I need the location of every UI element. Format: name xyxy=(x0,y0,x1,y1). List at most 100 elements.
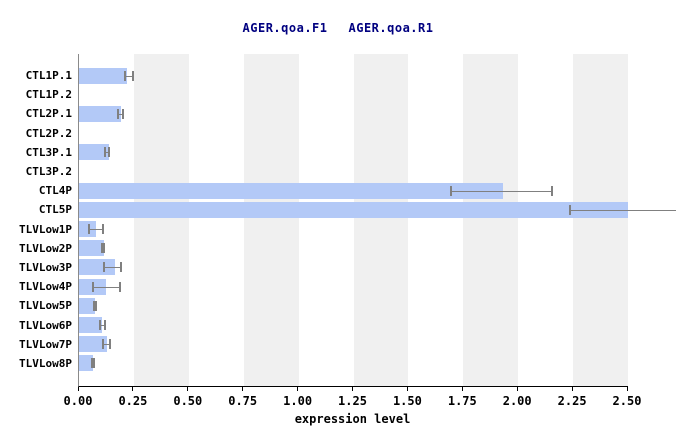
category-label-TLVLow5P: TLVLow5P xyxy=(19,299,72,313)
bar-rows xyxy=(79,54,676,386)
bar-row-CTL2P.2 xyxy=(79,124,628,143)
error-bar-CTL5P xyxy=(568,204,676,215)
error-bar-cap-low xyxy=(103,262,106,273)
category-label-CTL2P.2: CTL2P.2 xyxy=(25,126,72,140)
error-bar-line xyxy=(124,75,134,77)
bar-TLVLow1P xyxy=(79,221,96,238)
category-label-CTL4P: CTL4P xyxy=(38,184,72,198)
error-bar-line xyxy=(102,344,112,346)
bar-row-CTL5P xyxy=(79,200,676,219)
error-bar-cap-high xyxy=(109,339,112,350)
bar-CTL4P xyxy=(79,182,503,199)
bar-row-TLVLow3P xyxy=(79,258,628,277)
error-bar-cap-high xyxy=(102,224,105,235)
x-tick-1.50 xyxy=(406,387,408,391)
error-bar-line xyxy=(87,229,105,231)
error-bar-cap-high xyxy=(118,281,121,292)
bar-row-TLVLow8P xyxy=(79,354,628,373)
error-bar-cap-high xyxy=(94,300,97,311)
error-bar-line xyxy=(99,325,106,327)
bar-row-CTL1P.1 xyxy=(79,66,628,85)
bar-row-CTL1P.2 xyxy=(79,85,628,104)
x-axis: 0.00 0.25 0.50 0.75 1.00 1.25 1.50 1.75 2.00 2.25… xyxy=(64,386,641,426)
error-bar-TLVLow3P xyxy=(103,262,123,273)
background-stripe xyxy=(353,54,409,386)
background-stripe xyxy=(573,54,628,386)
category-label-TLVLow3P: TLVLow3P xyxy=(19,260,72,274)
x-tick-2.25 xyxy=(571,387,573,391)
bar-row-TLVLow6P xyxy=(79,315,628,334)
category-label-TLVLow6P: TLVLow6P xyxy=(19,318,72,332)
x-tick-label-0.00: 0.00 xyxy=(63,394,93,408)
x-tick-label-0.50: 0.50 xyxy=(173,394,203,408)
x-tick-0.75 xyxy=(242,387,244,391)
bar-row-CTL3P.2 xyxy=(79,162,628,181)
error-bar-TLVLow8P xyxy=(91,358,96,369)
error-bar-cap-high xyxy=(120,262,123,273)
error-bar-cap-low xyxy=(450,185,453,196)
x-tick-label-0.75: 0.75 xyxy=(228,394,258,408)
bar-row-CTL3P.1 xyxy=(79,143,628,162)
background-stripe xyxy=(463,54,519,386)
bar-CTL1P.1 xyxy=(79,67,128,84)
error-bar-cap-low xyxy=(100,243,103,254)
x-tick-2.00 xyxy=(516,387,518,391)
x-tick-1.00 xyxy=(297,387,299,391)
category-label-CTL1P.2: CTL1P.2 xyxy=(25,88,72,102)
error-bar-line xyxy=(103,152,111,154)
x-tick-2.50 xyxy=(626,387,628,391)
error-bar-cap-high xyxy=(104,320,106,331)
category-label-TLVLow8P: TLVLow8P xyxy=(19,356,72,370)
bar-CTL2P.1 xyxy=(79,105,121,122)
bar-TLVLow3P xyxy=(79,259,116,276)
error-bar-CTL4P xyxy=(450,185,554,196)
error-bar-cap-high xyxy=(102,243,105,254)
error-bar-cap-high xyxy=(108,147,111,158)
background-stripe xyxy=(243,54,299,386)
bar-row-TLVLow2P xyxy=(79,239,628,258)
bar-row-TLVLow5P xyxy=(79,296,628,315)
error-bar-TLVLow5P xyxy=(93,300,97,311)
error-bar-cap-high xyxy=(122,108,124,119)
y-axis-label-list: CTL1P.1 CTL1P.2 CTL2P.1 CTL2P.2 CTL3P.1 CTL3P… xyxy=(0,54,72,386)
error-bar-line xyxy=(91,363,96,365)
x-tick-0.00 xyxy=(77,387,79,391)
bar-CTL3P.1 xyxy=(79,144,109,161)
error-bar-CTL2P.1 xyxy=(117,108,124,119)
x-tick-label-0.25: 0.25 xyxy=(118,394,148,408)
bar-row-CTL4P xyxy=(79,181,628,200)
x-axis-title: expression level xyxy=(294,412,411,426)
error-bar-line xyxy=(103,267,123,269)
error-bar-cap-low xyxy=(568,204,571,215)
chart-title: AGER.qoa.F1 AGER.qoa.R1 xyxy=(0,21,676,35)
x-tick-1.25 xyxy=(352,387,353,391)
plot-area xyxy=(78,54,676,387)
x-tick-label-2.25: 2.25 xyxy=(557,394,587,408)
error-bar-cap-low xyxy=(99,320,102,331)
bar-TLVLow6P xyxy=(79,317,103,334)
background-stripe xyxy=(133,54,189,386)
error-bar-cap-high xyxy=(551,185,554,196)
x-tick-label-1.50: 1.50 xyxy=(392,394,422,408)
error-bar-cap-low xyxy=(91,281,94,292)
category-label-CTL3P.1: CTL3P.1 xyxy=(25,145,72,159)
bar-TLVLow7P xyxy=(79,336,108,353)
bar-row-CTL2P.1 xyxy=(79,104,628,123)
error-bar-TLVLow2P xyxy=(100,243,105,254)
bar-CTL5P xyxy=(79,201,628,218)
error-bar-cap-low xyxy=(93,300,96,311)
error-bar-CTL1P.1 xyxy=(124,70,134,81)
bar-TLVLow8P xyxy=(79,355,94,372)
x-tick-label-2.00: 2.00 xyxy=(502,394,532,408)
bar-row-TLVLow4P xyxy=(79,277,628,296)
category-label-CTL2P.1: CTL2P.1 xyxy=(25,107,72,121)
error-bar-cap-high xyxy=(131,70,134,81)
error-bar-TLVLow7P xyxy=(102,339,112,350)
error-bar-cap-low xyxy=(102,339,105,350)
category-label-CTL1P.1: CTL1P.1 xyxy=(25,69,72,83)
category-label-TLVLow1P: TLVLow1P xyxy=(19,222,72,236)
error-bar-TLVLow6P xyxy=(99,320,106,331)
error-bar-line xyxy=(568,209,676,211)
category-label-TLVLow7P: TLVLow7P xyxy=(19,337,72,351)
